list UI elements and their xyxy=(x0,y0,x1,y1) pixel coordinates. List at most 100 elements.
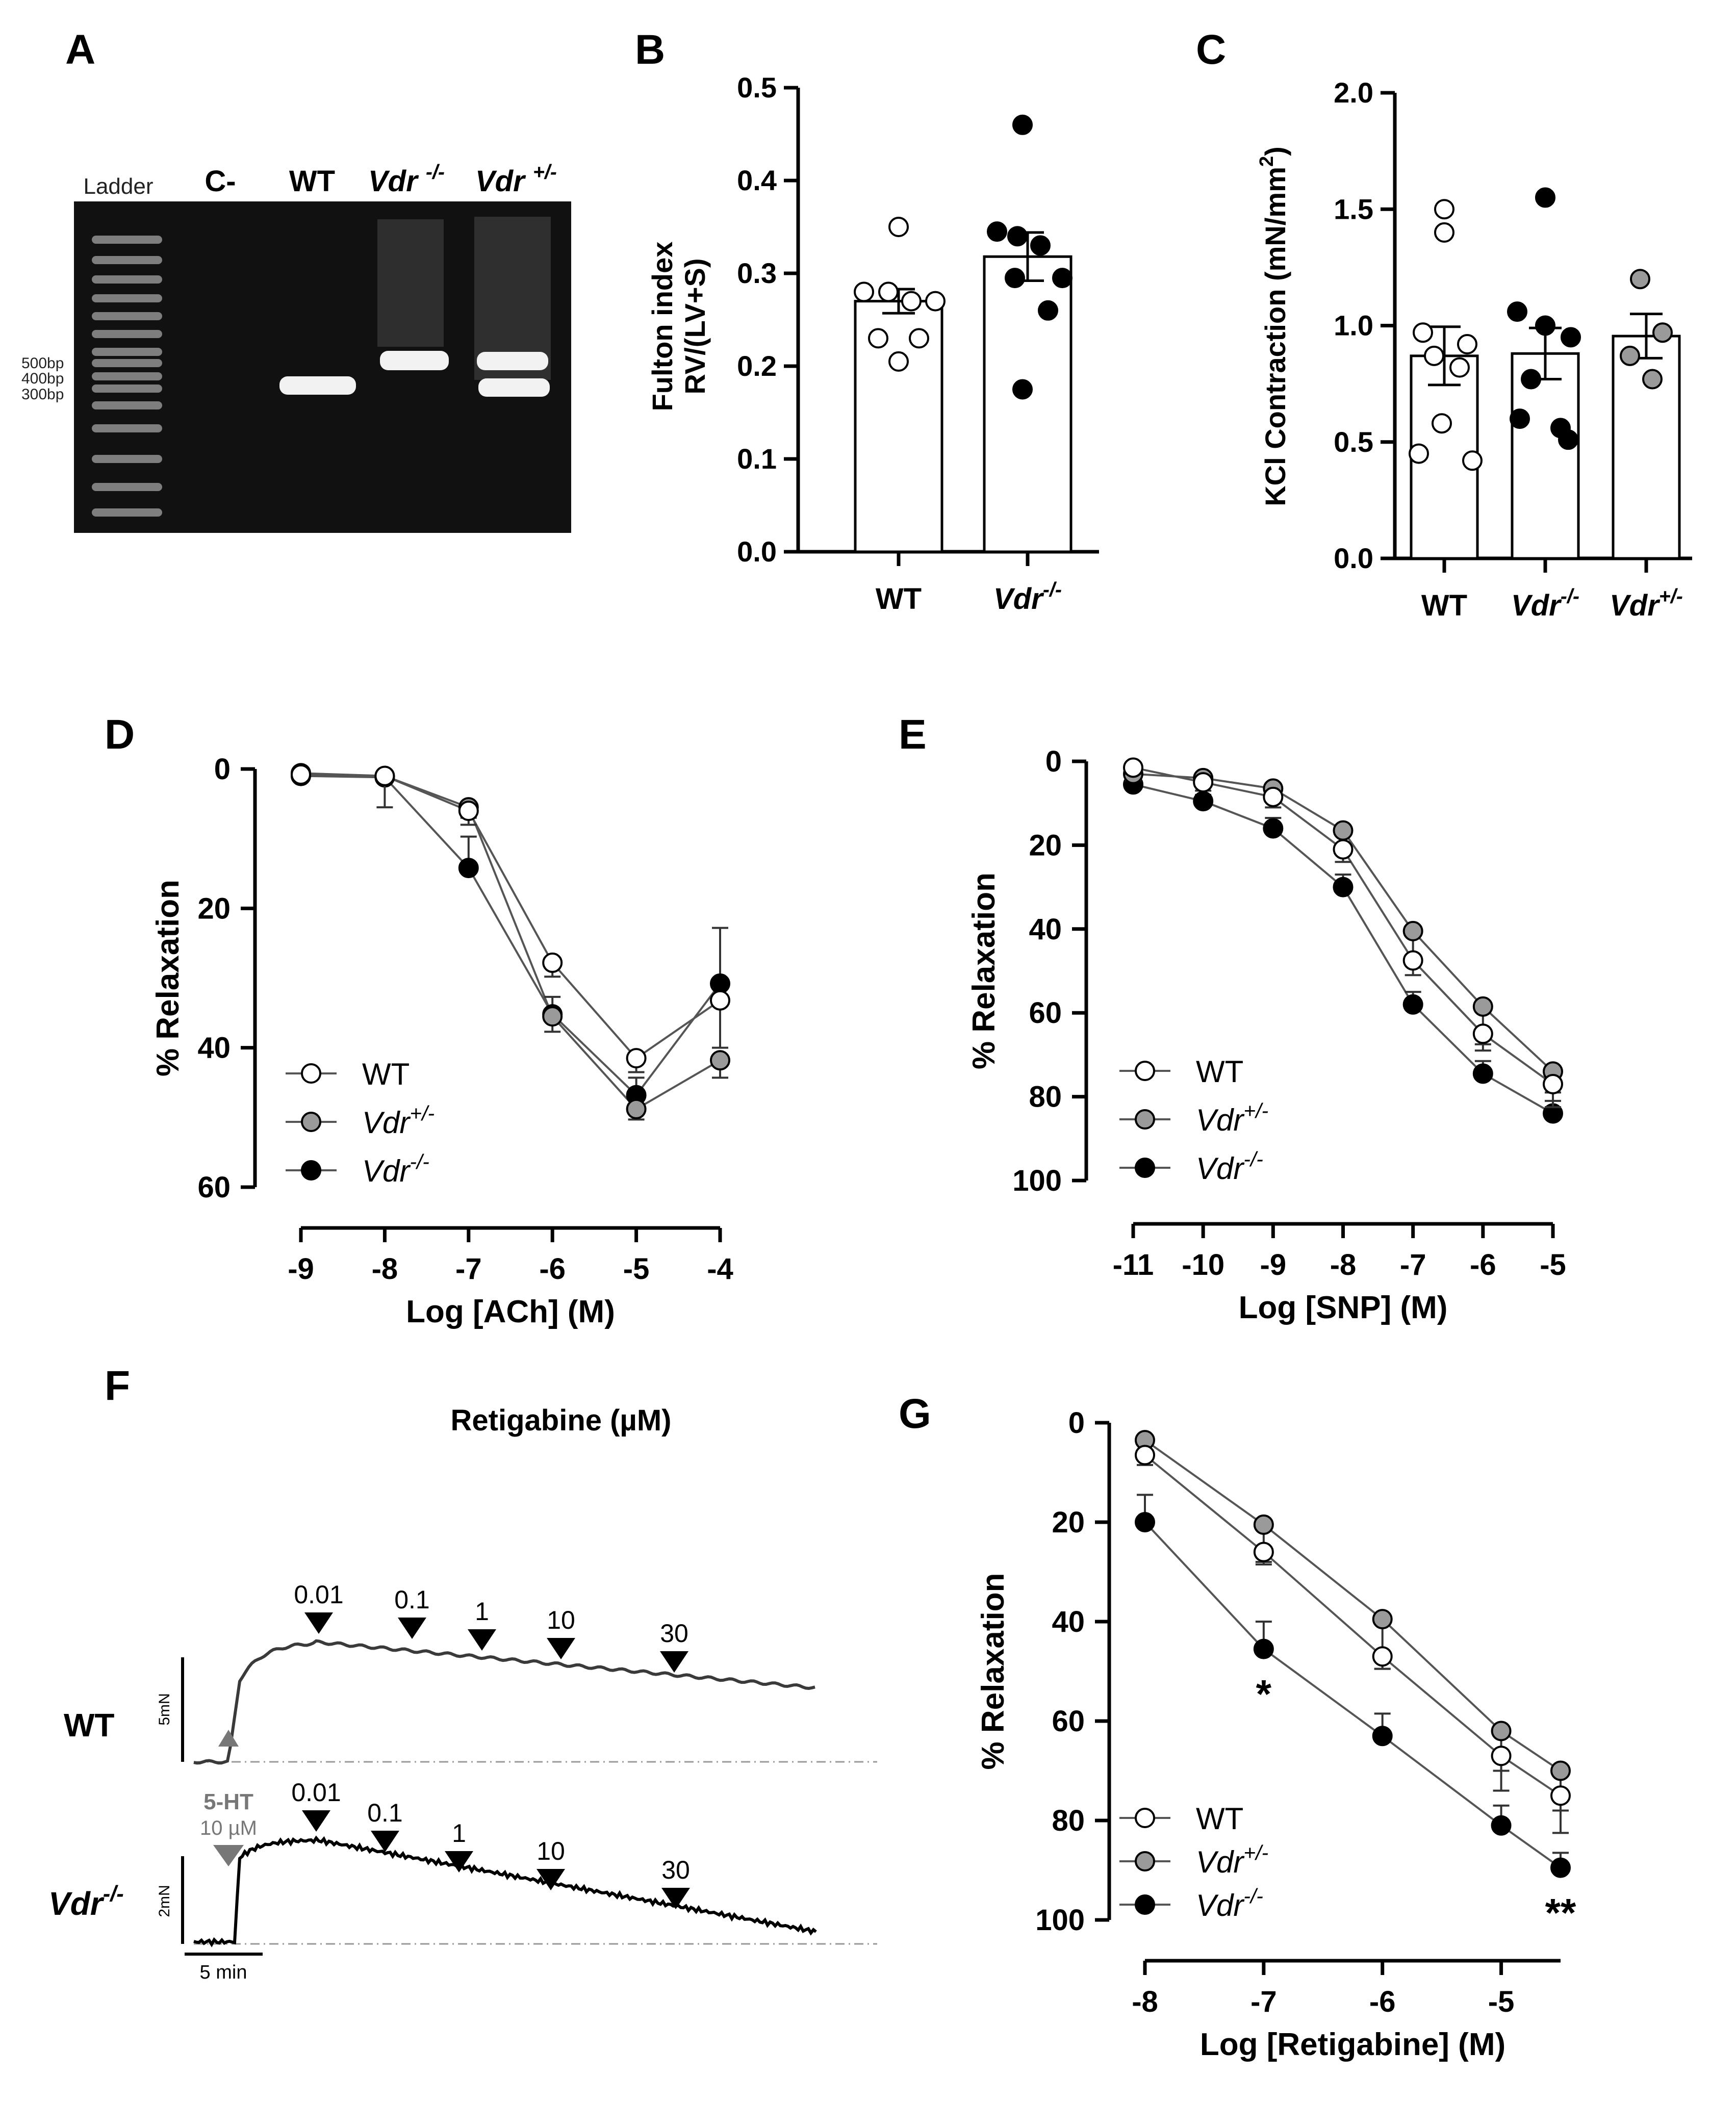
panel-letter-B: B xyxy=(635,27,665,73)
dose-arrow-wt xyxy=(398,1618,426,1639)
x-tick-label: Vdr-/- xyxy=(1511,585,1579,622)
gel-band-het-400 xyxy=(478,378,550,397)
bar-2 xyxy=(1612,335,1681,560)
panel-letter-C: C xyxy=(1196,27,1226,73)
data-point xyxy=(1402,994,1423,1015)
data-point xyxy=(1620,345,1640,366)
y-tick-label: 0.4 xyxy=(737,164,777,196)
agonist-label: 5-HT xyxy=(203,1789,253,1814)
panel-e-line-chart: 0 20 40 60 80 100 -11 -10 -9 -8 -7 -6 -5 Log [SNP] (M… xyxy=(966,745,1566,1325)
y-tick-label: 60 xyxy=(197,1171,231,1204)
data-point xyxy=(909,328,929,349)
data-point xyxy=(1462,450,1483,471)
bar-1 xyxy=(1511,352,1580,560)
x-tick-label: WT xyxy=(1421,589,1467,622)
x-tick-label: -10 xyxy=(1182,1248,1224,1281)
panel-c-bar-chart: 0.0 0.5 1.0 1.5 2.0 WT Vdr-/- Vdr+/- KCl Contrac… xyxy=(1256,76,1692,622)
data-point xyxy=(1521,369,1541,390)
data-point xyxy=(1052,268,1073,289)
y-tick-label: 2.0 xyxy=(1334,76,1373,109)
panel-g-line-chart: 0 20 40 60 80 100 -8 -7 -6 -5 Log [Retigabine] (M)… xyxy=(976,1406,1576,2062)
data-point xyxy=(888,351,909,372)
panel-b-bar-chart: 0.0 0.1 0.2 0.3 0.4 0.5 WT Vdr-/- Fulton indexRV… xyxy=(646,71,1099,615)
data-point xyxy=(626,1048,647,1069)
y-tick-label: 40 xyxy=(197,1032,231,1065)
gel-ladder-band xyxy=(92,455,162,463)
gel-ladder-band xyxy=(92,275,162,284)
data-point xyxy=(1372,1609,1393,1630)
x-axis-label: Log [ACh] (M) xyxy=(406,1294,615,1329)
y-axis-label: % Relaxation xyxy=(976,1573,1011,1770)
gel-lane-label-wt: WT xyxy=(289,165,335,198)
data-point xyxy=(987,221,1007,242)
y-tick-label: 0.5 xyxy=(1334,426,1373,458)
dose-label-wt: 30 xyxy=(660,1619,688,1648)
gel-band-het-500 xyxy=(477,352,548,370)
dose-label-ko: 30 xyxy=(661,1856,690,1884)
legend-label: Vdr-/- xyxy=(1196,1147,1263,1186)
significance-marker: * xyxy=(1256,1672,1272,1716)
gel-size-marker: 300bp xyxy=(21,386,64,403)
gel-band-ko-500 xyxy=(380,351,449,370)
data-point xyxy=(1253,1514,1274,1535)
data-point xyxy=(1135,1445,1155,1466)
legend-marker xyxy=(1135,1894,1155,1915)
data-point xyxy=(1510,408,1530,429)
x-tick-label: Vdr+/- xyxy=(1610,585,1683,622)
series-line-2 xyxy=(300,775,721,1097)
panel-d-line-chart: 0 20 40 60 -9 -8 -7 -6 -5 -4 Log [ACh] (M) % Relaxa… xyxy=(150,753,733,1329)
data-point xyxy=(1193,772,1214,793)
dose-label-ko: 0.01 xyxy=(291,1778,341,1807)
time-scale-label: 5 min xyxy=(200,1962,247,1983)
series-line-0 xyxy=(300,773,721,1060)
y-axis-label: % Relaxation xyxy=(150,880,186,1076)
x-tick-label: -7 xyxy=(455,1252,482,1286)
data-point xyxy=(1449,357,1470,378)
bar-1 xyxy=(983,255,1073,553)
x-tick-label: -5 xyxy=(1540,1248,1566,1281)
y-tick-label: 80 xyxy=(1029,1081,1062,1114)
panel-letter-G: G xyxy=(899,1391,931,1437)
y-tick-label: 0 xyxy=(1045,745,1062,778)
y-tick-label: 20 xyxy=(1052,1506,1085,1539)
data-point xyxy=(1372,1726,1393,1747)
dose-label-wt: 10 xyxy=(547,1606,575,1634)
data-point xyxy=(1253,1638,1274,1659)
data-point xyxy=(710,1050,730,1071)
dose-label-wt: 1 xyxy=(475,1597,489,1626)
data-point xyxy=(1193,791,1214,812)
data-point xyxy=(542,1006,563,1027)
y-tick-label: 0.3 xyxy=(737,257,777,289)
x-tick-label: -8 xyxy=(1132,1985,1158,2018)
dose-arrow-ko xyxy=(371,1831,399,1852)
data-point xyxy=(1535,187,1555,208)
legend-label: WT xyxy=(1196,1055,1243,1089)
legend-label: WT xyxy=(362,1057,410,1091)
data-point xyxy=(1434,222,1454,243)
dose-arrow-wt xyxy=(547,1638,575,1659)
y-tick-label: 0 xyxy=(214,753,231,786)
data-point xyxy=(1333,820,1354,841)
data-point xyxy=(1432,413,1452,434)
x-tick-label: -9 xyxy=(1260,1248,1287,1281)
data-point xyxy=(1472,1063,1493,1084)
trace-ko xyxy=(193,1835,817,1947)
data-point xyxy=(925,291,946,312)
dose-arrow-ko xyxy=(661,1888,690,1909)
data-point xyxy=(1434,199,1454,220)
data-point xyxy=(1535,315,1555,336)
significance-marker: ** xyxy=(1545,1890,1576,1935)
y-axis-label: % Relaxation xyxy=(966,873,1002,1069)
dose-label-ko: 0.1 xyxy=(367,1799,403,1827)
dose-arrow-wt xyxy=(304,1612,333,1634)
data-point xyxy=(1409,443,1429,464)
y-tick-label: 40 xyxy=(1029,913,1062,946)
y-tick-label: 100 xyxy=(1035,1904,1085,1937)
data-point xyxy=(1263,818,1284,839)
series-line-1 xyxy=(1144,1439,1562,1772)
data-point xyxy=(1558,429,1578,450)
legend-label: WT xyxy=(1196,1802,1243,1836)
legend-label: Vdr+/- xyxy=(1196,1841,1268,1879)
x-axis-label: Log [Retigabine] (M) xyxy=(1200,2027,1505,2062)
data-point xyxy=(1263,786,1284,807)
